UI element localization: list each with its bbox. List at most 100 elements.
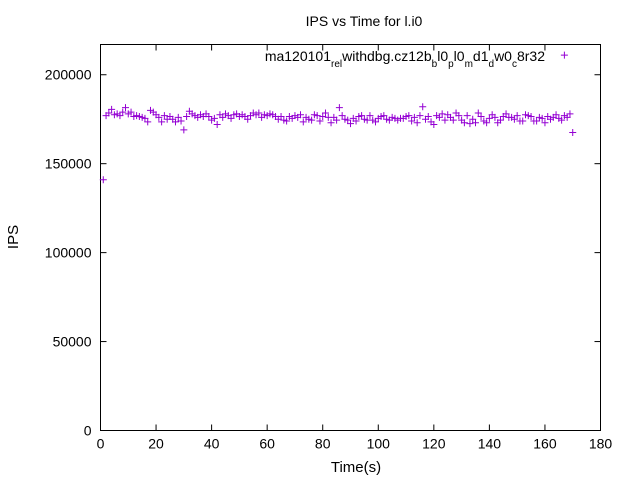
x-tick-label: 100	[367, 436, 391, 452]
data-point	[527, 113, 535, 121]
data-point	[441, 116, 449, 124]
data-point	[483, 119, 491, 127]
data-point	[144, 118, 152, 126]
data-point	[408, 117, 416, 125]
data-point	[213, 121, 221, 129]
data-point	[255, 109, 263, 117]
chart-title: IPS vs Time for l.i0	[306, 13, 423, 29]
data-point	[122, 104, 129, 112]
data-point	[491, 113, 499, 121]
data-point	[413, 119, 421, 127]
data-point	[405, 112, 413, 120]
data-points	[99, 51, 577, 184]
data-point	[563, 113, 571, 121]
data-point	[177, 117, 185, 125]
data-point	[141, 114, 149, 122]
data-point	[297, 111, 304, 119]
data-point	[338, 112, 346, 120]
data-point	[108, 105, 116, 113]
data-point	[180, 126, 188, 134]
data-point	[160, 112, 168, 120]
x-tick-label: 0	[97, 436, 105, 452]
data-point	[244, 115, 252, 123]
data-point	[538, 114, 546, 122]
data-point	[519, 117, 527, 125]
x-tick-label: 80	[315, 436, 331, 452]
x-axis-label: Time(s)	[331, 459, 381, 476]
data-point	[477, 113, 485, 121]
data-point	[313, 112, 321, 120]
data-point	[569, 129, 577, 137]
y-axis-label: IPS	[5, 225, 22, 249]
data-point	[327, 119, 335, 127]
axis-ticks	[100, 44, 601, 431]
data-point	[552, 111, 560, 119]
x-tick-label: 20	[148, 436, 164, 452]
data-point	[366, 112, 374, 120]
data-point	[119, 108, 127, 116]
data-point	[497, 116, 504, 124]
data-point	[485, 114, 493, 122]
data-point	[460, 119, 468, 127]
data-point	[424, 113, 432, 121]
x-tick-label: 120	[422, 436, 446, 452]
x-tick-label: 40	[204, 436, 220, 452]
data-point	[502, 110, 510, 118]
data-point	[566, 110, 574, 118]
data-point	[227, 114, 235, 122]
data-point	[219, 113, 227, 121]
x-tick-label: 160	[533, 436, 557, 452]
y-tick-label: 50000	[53, 334, 92, 350]
data-point	[172, 118, 179, 126]
data-point	[299, 118, 307, 126]
data-point	[438, 110, 446, 118]
data-point	[116, 112, 124, 120]
data-point	[430, 121, 438, 129]
data-point	[541, 119, 549, 127]
x-tick-label: 180	[589, 436, 613, 452]
data-point	[335, 104, 343, 112]
legend-label: ma120101relwithdbg.cz12bbl0pl0md1dw0c8r3…	[265, 48, 545, 70]
data-point	[277, 113, 285, 121]
data-point	[127, 108, 135, 116]
data-point	[283, 117, 291, 125]
data-point	[449, 116, 457, 124]
data-point	[533, 117, 541, 125]
data-point	[316, 117, 324, 125]
data-point	[344, 116, 352, 124]
data-point	[183, 113, 191, 121]
data-point	[352, 117, 360, 125]
data-point	[474, 109, 482, 117]
data-point	[210, 114, 218, 122]
data-point	[410, 113, 418, 121]
data-point	[99, 176, 107, 184]
data-point	[558, 116, 566, 124]
data-point	[372, 118, 379, 126]
tick-labels: 0 20 40 60 80 100 120 140 160 180 0 50000 100000 1500…	[45, 67, 613, 452]
y-tick-label: 100000	[45, 245, 92, 261]
y-tick-label: 0	[84, 423, 92, 439]
data-point	[466, 120, 474, 128]
legend-marker	[560, 51, 568, 59]
data-point	[416, 112, 424, 120]
y-tick-label: 200000	[45, 67, 92, 83]
data-point	[435, 113, 443, 121]
plot-frame	[100, 44, 601, 431]
data-point	[469, 115, 477, 123]
data-point	[105, 109, 113, 117]
data-point	[380, 112, 388, 120]
data-point	[174, 113, 182, 121]
data-point	[319, 113, 327, 121]
data-point	[205, 113, 213, 121]
data-point	[347, 120, 354, 128]
legend: ma120101relwithdbg.cz12bbl0pl0md1dw0c8r3…	[265, 48, 545, 70]
data-point	[455, 112, 463, 120]
data-point	[333, 116, 341, 124]
y-tick-label: 150000	[45, 156, 92, 172]
data-point	[155, 113, 163, 121]
data-point	[463, 112, 471, 120]
data-point	[472, 119, 479, 127]
data-point	[510, 115, 518, 123]
data-point	[419, 103, 427, 111]
